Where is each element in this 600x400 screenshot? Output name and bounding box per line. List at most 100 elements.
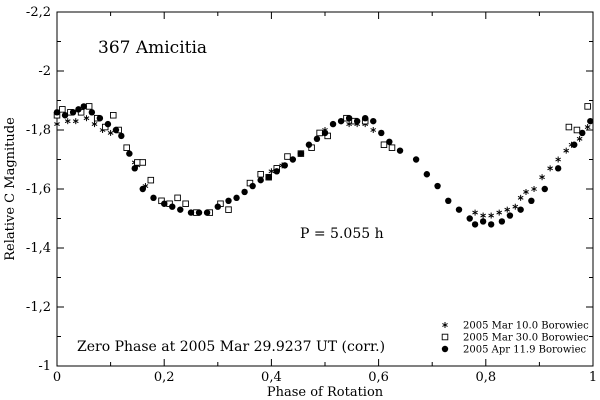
data-point-circle <box>528 197 535 204</box>
data-point-circle <box>187 209 195 216</box>
legend-label: 2005 Mar 30.0 Borowiec <box>463 333 589 344</box>
data-point-circle <box>337 117 345 125</box>
data-point-asterisk <box>576 135 583 142</box>
y-tick-label: -1,6 <box>26 182 51 197</box>
data-point-circle <box>61 112 69 119</box>
data-point-circle <box>479 218 487 225</box>
data-point-circle <box>265 174 272 181</box>
y-tick-label: -1,2 <box>26 300 51 315</box>
data-point-circle <box>498 218 506 225</box>
tick-labels: 0 0,2 0,4 0,6 0,8 1 -2,2 -2 -1,8 -1,6 -1,4 -1,2 -1 <box>26 5 597 385</box>
data-points <box>53 103 594 228</box>
data-point-circle <box>139 185 146 193</box>
data-point-circle <box>126 150 133 157</box>
data-point-circle <box>161 200 168 207</box>
data-point-circle <box>69 109 77 116</box>
data-point-circle <box>131 165 138 172</box>
data-point-asterisk <box>370 127 377 133</box>
data-point-circle <box>233 194 240 202</box>
x-tick-label: 0 <box>53 370 61 385</box>
data-point-circle <box>195 209 203 216</box>
data-point-asterisk <box>496 209 503 216</box>
data-point-asterisk <box>54 121 60 128</box>
data-point-square <box>316 129 323 137</box>
data-point-asterisk <box>531 186 537 192</box>
data-point-asterisk <box>268 168 275 175</box>
x-tick-label: 0,6 <box>368 370 389 385</box>
data-point-circle <box>203 209 211 216</box>
x-tick-label: 0,8 <box>475 370 496 385</box>
data-point-circle <box>517 206 524 213</box>
data-point-circle <box>214 203 221 210</box>
data-point-circle <box>241 188 248 196</box>
data-point-circle <box>118 132 125 140</box>
data-point-circle <box>487 221 495 228</box>
data-point-square <box>123 144 130 151</box>
data-point-asterisk <box>563 147 570 154</box>
data-point-square <box>85 103 93 110</box>
data-point-circle <box>370 117 377 125</box>
legend-label: 2005 Mar 10.0 Borowiec <box>463 321 589 332</box>
data-point-circle <box>297 150 305 157</box>
y-tick-label: -1,8 <box>26 123 51 138</box>
data-point-asterisk <box>555 156 562 163</box>
data-point-square <box>147 176 155 184</box>
data-point-square <box>174 194 181 202</box>
data-point-circle <box>53 109 61 116</box>
data-point-circle <box>169 203 176 210</box>
data-point-square <box>110 111 117 119</box>
data-point-asterisk <box>517 194 524 201</box>
data-point-square <box>565 123 573 131</box>
data-point-asterisk <box>64 118 71 125</box>
data-point-asterisk <box>512 203 519 210</box>
legend-marker-square <box>441 333 449 341</box>
data-point-circle <box>378 129 385 137</box>
data-point-circle <box>412 156 420 163</box>
data-point-circle <box>249 182 256 190</box>
data-point-circle <box>289 156 297 163</box>
data-point-square <box>257 170 264 178</box>
data-point-square <box>388 144 396 151</box>
data-point-asterisk <box>488 212 495 219</box>
data-point-square <box>139 159 147 166</box>
x-tick-label: 0,4 <box>261 370 282 385</box>
data-point-asterisk <box>346 121 352 128</box>
data-point-circle <box>466 215 473 222</box>
data-point-square <box>182 200 189 207</box>
legend-marker-circle <box>441 345 449 353</box>
chart-title: 367 Amicitia <box>98 38 207 58</box>
data-point-circle <box>305 141 313 148</box>
data-point-asterisk <box>107 129 114 136</box>
data-point-asterisk <box>480 212 486 219</box>
data-point-circle <box>321 129 329 137</box>
series-3 <box>53 103 594 228</box>
data-point-circle <box>571 141 578 148</box>
x-tick-label: 1 <box>589 370 597 385</box>
data-point-square <box>134 159 141 166</box>
data-point-square <box>284 153 291 160</box>
data-point-circle <box>313 135 321 143</box>
data-point-circle <box>587 117 594 125</box>
data-point-square <box>573 126 581 134</box>
y-tick-label: -2,2 <box>26 5 51 20</box>
y-tick-label: -1 <box>38 359 51 374</box>
data-point-circle <box>225 197 232 204</box>
data-point-circle <box>96 115 104 122</box>
data-point-asterisk <box>523 188 529 195</box>
data-point-square <box>380 141 388 148</box>
y-tick-label: -1,4 <box>26 241 51 256</box>
data-point-circle <box>423 171 431 178</box>
data-point-circle <box>353 117 361 125</box>
data-point-circle <box>150 194 157 202</box>
data-point-asterisk <box>472 209 478 216</box>
data-point-circle <box>273 168 280 175</box>
data-point-square <box>59 106 66 113</box>
data-point-circle <box>445 197 452 204</box>
x-tick-label: 0,2 <box>154 370 175 385</box>
legend-marker-asterisk <box>442 322 448 328</box>
data-point-square <box>584 103 591 110</box>
data-point-circle <box>88 109 96 116</box>
data-point-circle <box>455 206 463 213</box>
